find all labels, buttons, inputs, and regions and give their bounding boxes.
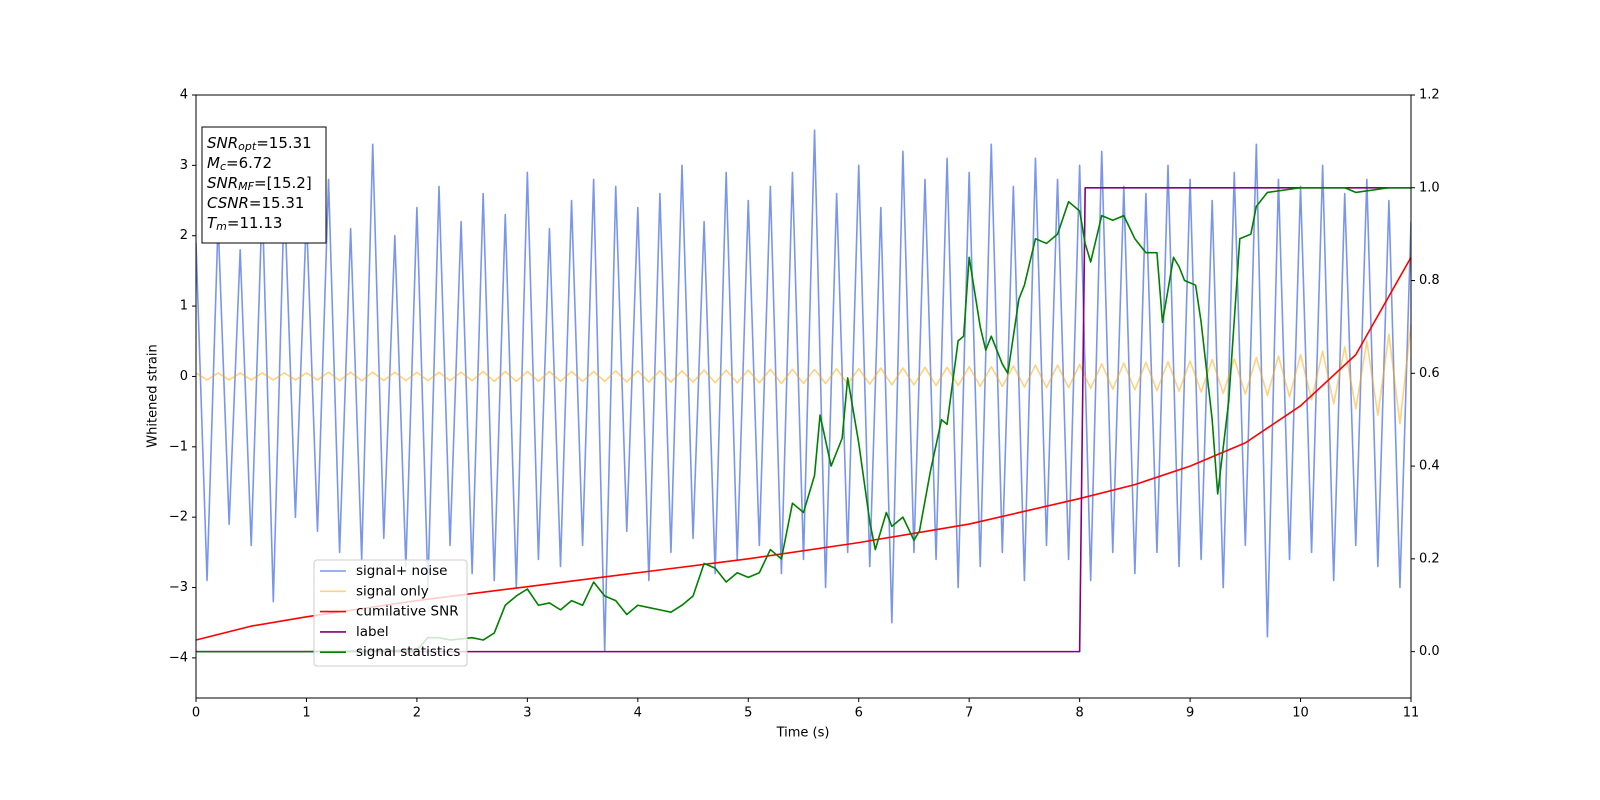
y-tick-label: −1	[169, 439, 188, 454]
y-tick-label: −4	[169, 650, 188, 665]
y2-tick-label: 0.6	[1419, 366, 1440, 381]
annotation-part: SNR	[207, 134, 238, 152]
x-tick-label: 7	[965, 706, 973, 721]
legend-box	[313, 559, 468, 667]
x-axis-label: Time (s)	[776, 726, 830, 741]
x-tick-label: 2	[413, 706, 421, 721]
x-tick-label: 4	[634, 706, 642, 721]
annotation-part: opt	[238, 140, 257, 153]
annotation-line: CSNR=15.31	[207, 194, 304, 212]
series-line	[196, 186, 1411, 653]
legend-label: signal only	[356, 583, 429, 599]
x-tick-label: 5	[744, 706, 752, 721]
annotation-part: SNR	[207, 174, 238, 192]
annotation-part: =6.72	[226, 154, 272, 172]
x-tick-label: 11	[1403, 706, 1420, 721]
series-line	[196, 323, 1411, 425]
annotation-line: Tm=11.13	[207, 214, 282, 234]
x-tick-label: 10	[1292, 706, 1309, 721]
y2-tick-label: 0.0	[1419, 644, 1440, 659]
y-tick-label: 4	[180, 88, 188, 103]
annotation-part: =15.31	[256, 134, 312, 152]
x-tick-label: 1	[302, 706, 310, 721]
annotation-part: MF	[238, 180, 254, 193]
y2-tick-label: 1.0	[1419, 180, 1440, 195]
y-tick-label: 2	[180, 228, 188, 243]
series-line	[196, 129, 1411, 652]
y-tick-label: −2	[169, 510, 188, 525]
annotation-part: c	[220, 160, 226, 173]
annotation-line: SNRMF=[15.2]	[207, 174, 312, 194]
y-tick-label: 0	[180, 369, 188, 384]
y2-tick-label: 0.4	[1419, 459, 1440, 474]
y2-tick-label: 1.2	[1419, 88, 1440, 103]
annotation-part: T	[207, 214, 218, 232]
x-tick-label: 3	[523, 706, 531, 721]
axes-frame	[195, 94, 1412, 699]
y-axis-label: Whitened strain	[146, 344, 161, 447]
annotation-part: m	[216, 220, 227, 233]
legend-label: label	[356, 624, 389, 640]
annotation-box	[201, 126, 327, 244]
legend-label: signal+ noise	[356, 563, 447, 579]
x-tick-label: 8	[1075, 706, 1083, 721]
x-tick-label: 6	[855, 706, 863, 721]
annotation: SNRopt=15.31Mc=6.72SNRMF=[15.2]CSNR=15.3…	[201, 126, 327, 244]
y-tick-label: 3	[180, 158, 188, 173]
annotation-part: =15.31	[249, 194, 305, 212]
annotation-part: =11.13	[227, 214, 283, 232]
legend-label: signal statistics	[356, 644, 460, 660]
annotation-part: CSNR	[207, 194, 249, 212]
annotation-part: M	[207, 154, 220, 172]
x-tick-label: 9	[1186, 706, 1194, 721]
y2-tick-label: 0.2	[1419, 551, 1440, 566]
annotation-part: =[15.2]	[254, 174, 312, 192]
x-tick-label: 0	[192, 706, 200, 721]
legend-label: cumilative SNR	[356, 604, 459, 620]
legend: signal+ noise signal only cumilative SNR la…	[313, 559, 468, 667]
series-line	[196, 186, 1411, 653]
annotation-line: Mc=6.72	[207, 154, 272, 174]
y2-tick-label: 0.8	[1419, 273, 1440, 288]
y-tick-label: −3	[169, 580, 188, 595]
y-tick-label: 1	[180, 299, 188, 314]
annotation-line: SNRopt=15.31	[207, 134, 312, 154]
